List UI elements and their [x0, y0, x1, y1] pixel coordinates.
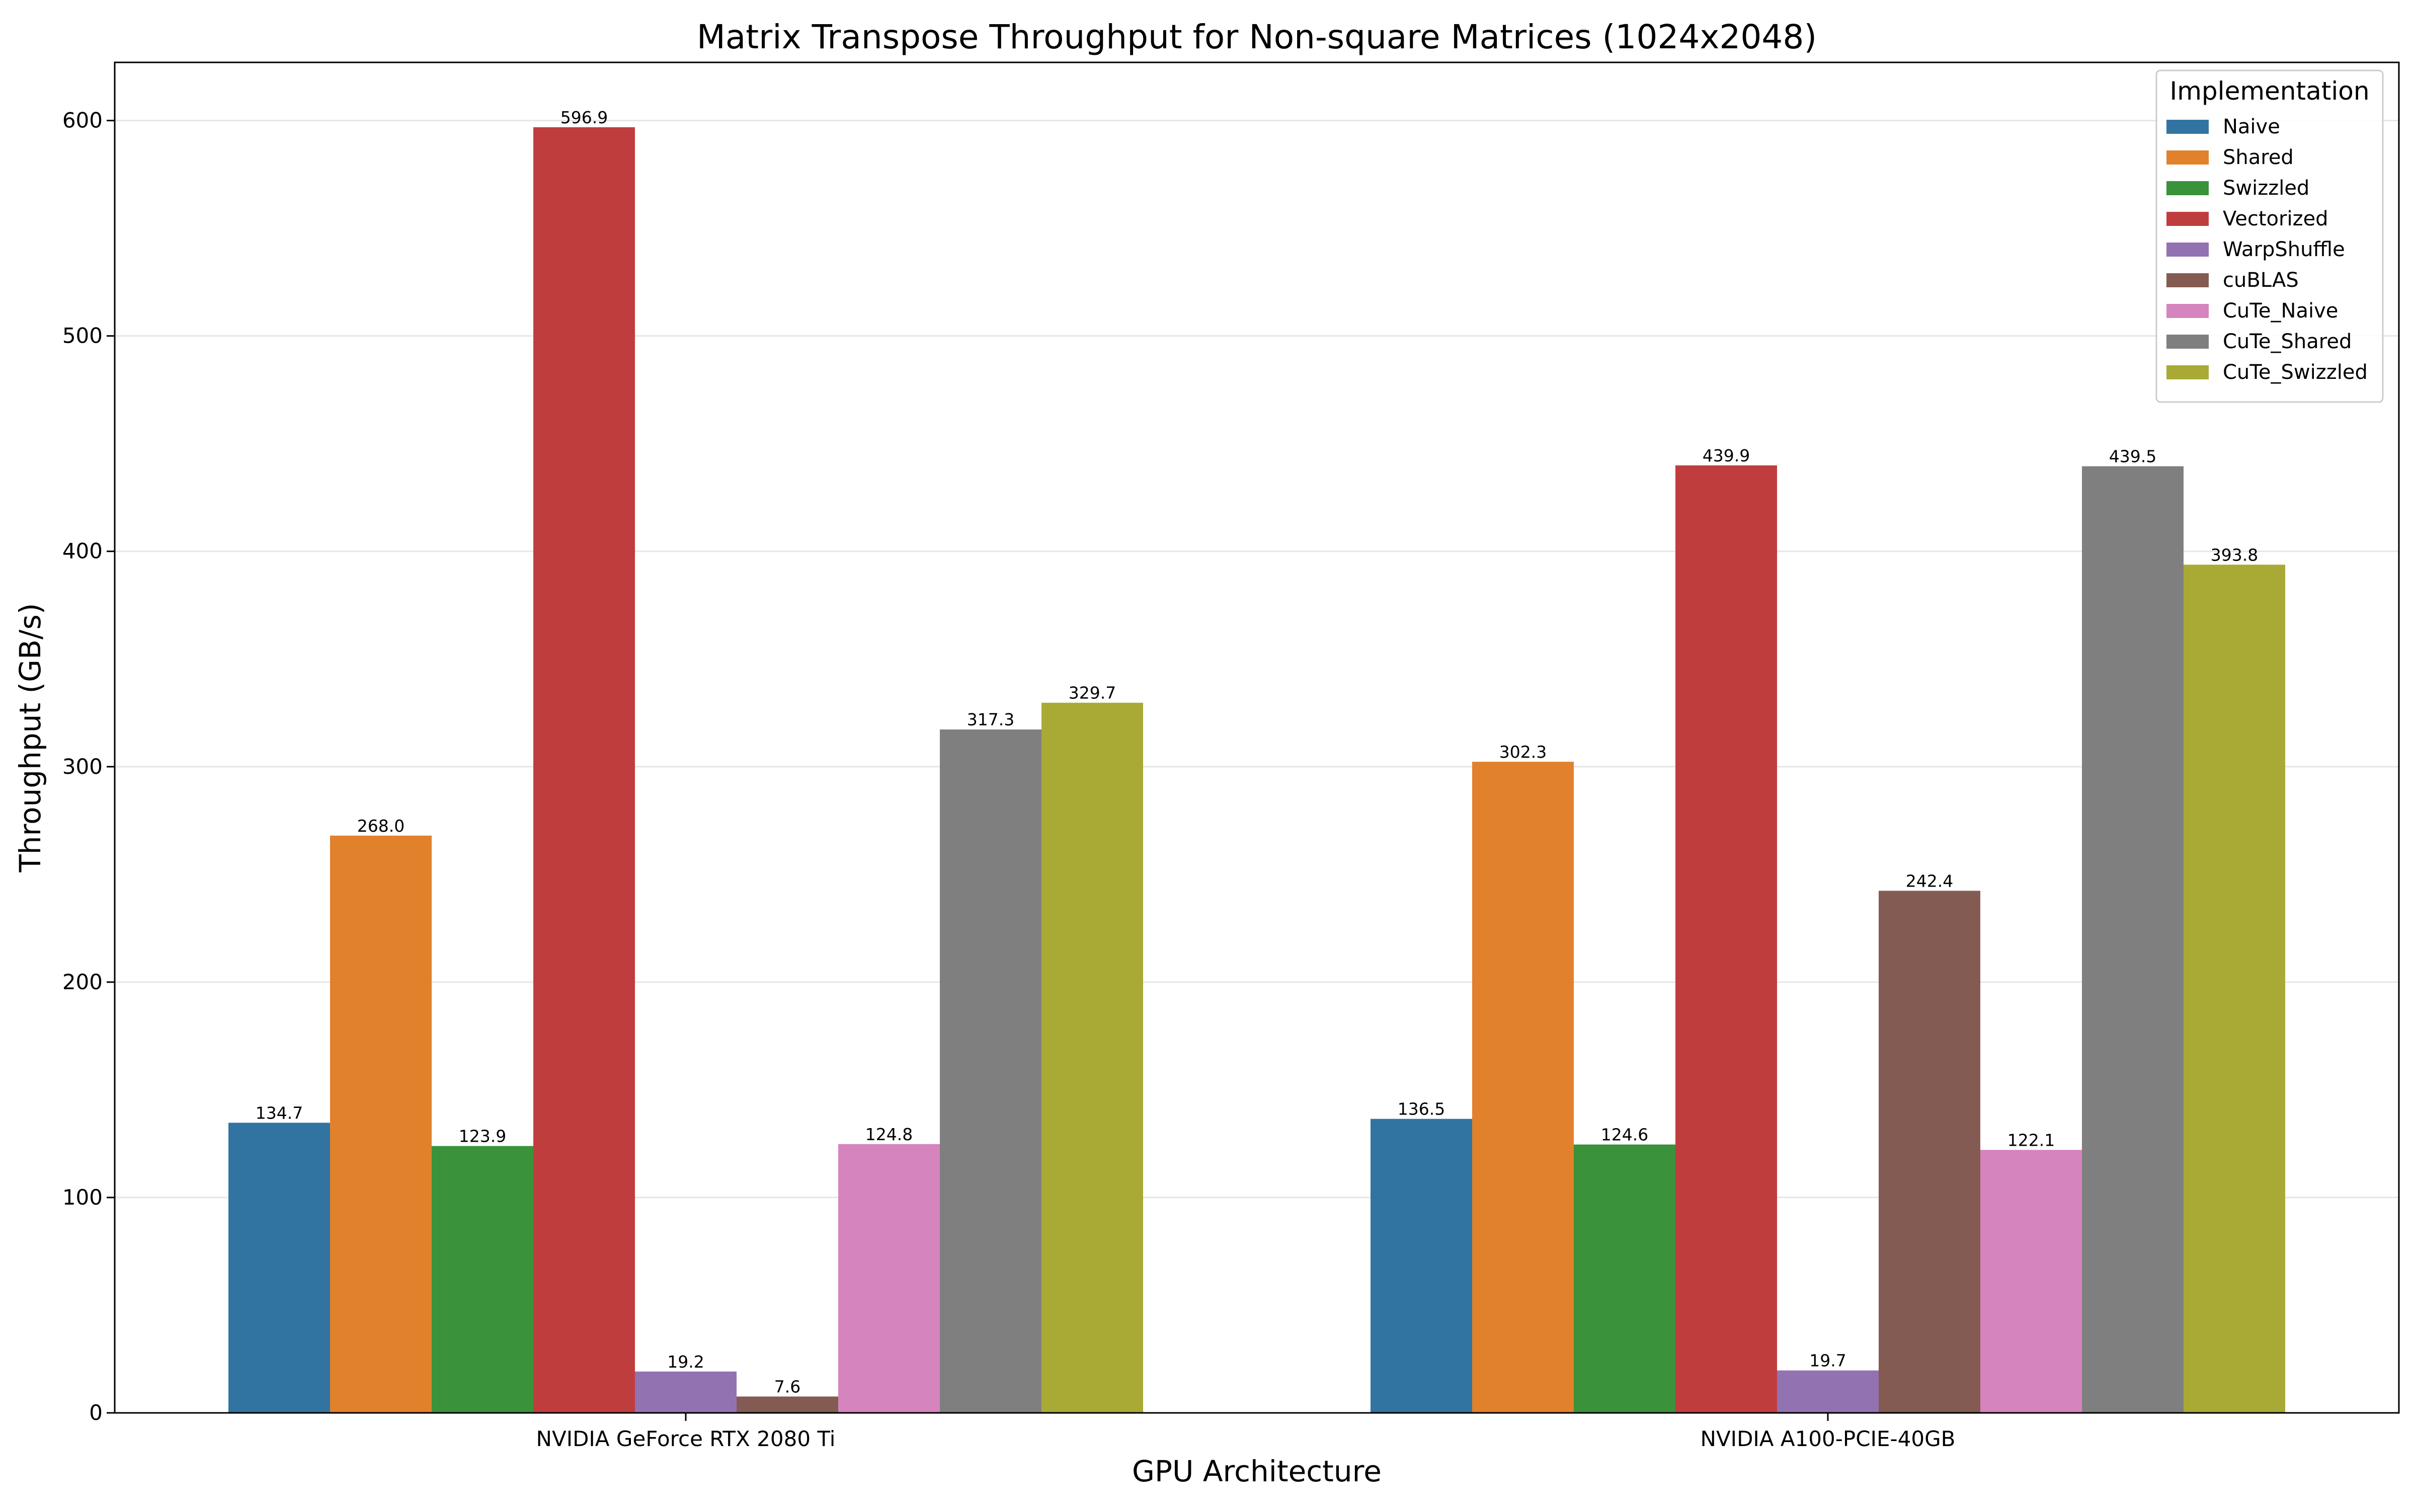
x-axis-ticks: NVIDIA GeForce RTX 2080 Ti NVIDIA A100-PC… — [536, 1413, 1956, 1451]
bar-value-label: 393.8 — [2211, 545, 2258, 565]
y-tick-label: 600 — [62, 108, 103, 133]
bar — [1472, 761, 1574, 1413]
bar — [533, 127, 635, 1413]
legend-box — [2155, 69, 2384, 403]
bar-value-label: 124.6 — [1601, 1125, 1648, 1145]
legend-label: CuTe_Naive — [2223, 299, 2338, 323]
bar-value-label: 124.8 — [865, 1125, 913, 1144]
legend-label: Shared — [2223, 146, 2294, 169]
bar-value-labels: 134.7 268.0 123.9 596.9 19.2 7.6 124.8 317.3 329… — [256, 108, 2258, 1397]
legend-items: Naive Shared Swizzled Vectorized WarpShuffle… — [2166, 115, 2368, 384]
y-tick-label: 200 — [62, 970, 103, 994]
legend-swatch — [2166, 243, 2209, 257]
legend-swatch — [2166, 273, 2209, 287]
bar — [1371, 1119, 1472, 1413]
legend-swatch — [2166, 212, 2209, 226]
bar — [635, 1371, 737, 1413]
bar-value-label: 302.3 — [1499, 742, 1547, 762]
bar — [330, 835, 432, 1413]
bar-value-label: 123.9 — [459, 1127, 506, 1146]
plot-frame — [114, 61, 2400, 1414]
legend-label: Vectorized — [2223, 207, 2328, 230]
bar-value-label: 268.0 — [357, 816, 405, 836]
bar-value-label: 329.7 — [1069, 683, 1116, 703]
bar — [1574, 1144, 1675, 1413]
bar-value-label: 242.4 — [1906, 871, 1953, 891]
legend-label: Naive — [2223, 115, 2280, 138]
y-axis-label: Throughput (GB/s) — [13, 603, 47, 872]
bar-value-label: 19.7 — [1809, 1351, 1846, 1371]
legend-swatch — [2166, 304, 2209, 318]
legend-label: CuTe_Shared — [2223, 330, 2352, 353]
bar-value-label: 136.5 — [1398, 1099, 1445, 1119]
y-tick-label: 300 — [62, 754, 103, 779]
bar — [2082, 466, 2184, 1413]
bar — [940, 729, 1041, 1413]
legend-label: Swizzled — [2223, 177, 2309, 200]
bar — [2184, 565, 2285, 1413]
bar-value-label: 439.5 — [2109, 447, 2156, 466]
y-tick-label: 0 — [89, 1400, 103, 1425]
bar — [1879, 891, 1980, 1413]
legend-label: WarpShuffle — [2223, 238, 2345, 261]
legend-swatch — [2166, 120, 2209, 134]
legend-swatch — [2166, 181, 2209, 195]
bar-value-label: 122.1 — [2007, 1130, 2055, 1150]
bar-value-label: 7.6 — [774, 1377, 800, 1396]
legend: Implementation Naive Shared Swizzled Vector… — [2155, 69, 2384, 403]
bar — [228, 1123, 330, 1413]
bar — [737, 1396, 838, 1413]
legend-swatch — [2166, 150, 2209, 165]
y-tick-label: 100 — [62, 1185, 103, 1210]
x-axis-label: GPU Architecture — [1132, 1454, 1382, 1488]
x-tick-label: NVIDIA GeForce RTX 2080 Ti — [536, 1426, 836, 1451]
bar — [432, 1146, 533, 1413]
bars — [228, 127, 2285, 1413]
bar — [838, 1144, 940, 1413]
bar — [1777, 1370, 1879, 1413]
x-tick-label: NVIDIA A100-PCIE-40GB — [1701, 1426, 1956, 1451]
legend-label: cuBLAS — [2223, 269, 2299, 292]
bar-value-label: 439.9 — [1703, 446, 1750, 465]
y-tick-label: 500 — [62, 324, 103, 348]
legend-title: Implementation — [2169, 76, 2369, 106]
bar — [1675, 465, 1777, 1413]
y-tick-label: 400 — [62, 539, 103, 564]
bar-value-label: 596.9 — [560, 108, 608, 127]
bar-value-label: 317.3 — [967, 710, 1014, 730]
bar — [1041, 702, 1143, 1413]
bar — [1980, 1150, 2082, 1413]
legend-swatch — [2166, 335, 2209, 349]
bar-value-label: 19.2 — [667, 1352, 704, 1372]
legend-label: CuTe_Swizzled — [2223, 361, 2368, 384]
legend-swatch — [2166, 365, 2209, 379]
bar-value-label: 134.7 — [256, 1103, 303, 1123]
y-axis-ticks: 0 100 200 300 400 500 600 — [62, 108, 115, 1425]
chart-title: Matrix Transpose Throughput for Non-squa… — [697, 18, 1817, 56]
